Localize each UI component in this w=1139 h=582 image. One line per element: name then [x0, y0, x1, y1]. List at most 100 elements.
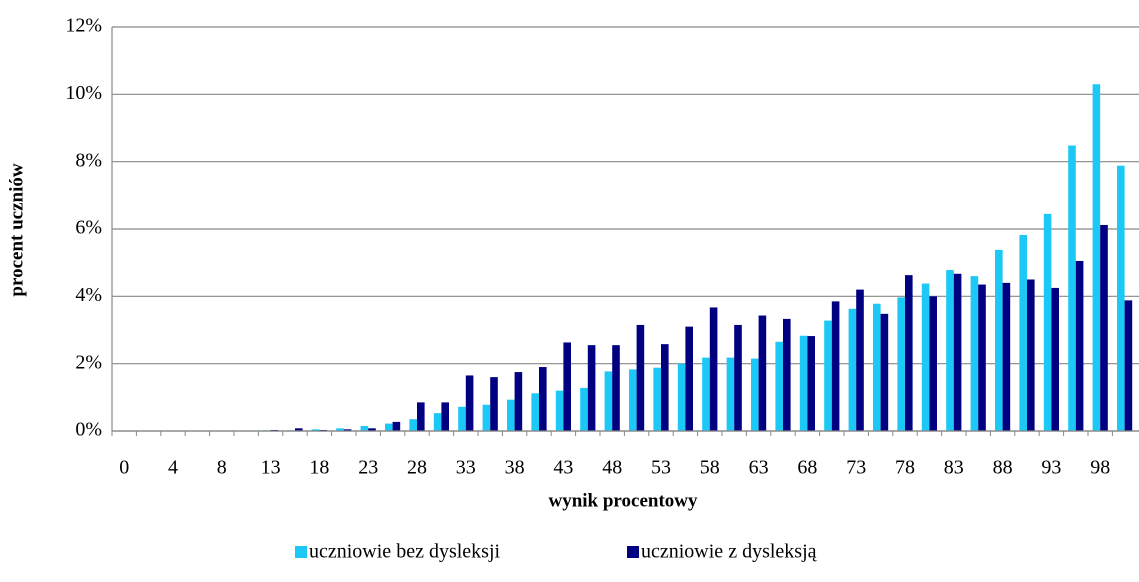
bar	[726, 357, 735, 431]
bar	[661, 344, 669, 431]
bar	[465, 375, 474, 431]
bar	[677, 363, 686, 431]
bar	[978, 284, 986, 431]
legend-label: uczniowie z dysleksją	[641, 541, 818, 563]
legend-swatch	[627, 546, 639, 558]
bar	[531, 393, 539, 431]
x-tick-label: 13	[261, 457, 281, 479]
y-tick-label: 12%	[65, 15, 102, 37]
x-tick-label: 0	[119, 457, 129, 479]
bar	[1027, 279, 1035, 431]
bar	[604, 371, 613, 431]
bar	[929, 296, 937, 431]
x-tick-label: 98	[1090, 457, 1110, 479]
bar	[831, 301, 840, 431]
bar	[921, 283, 930, 431]
bar	[392, 421, 401, 431]
bar	[636, 324, 645, 431]
bar	[490, 377, 498, 431]
y-tick-label: 6%	[75, 217, 102, 239]
bar	[612, 345, 620, 431]
bar	[368, 428, 376, 431]
bar	[799, 335, 808, 431]
bar	[709, 307, 718, 431]
bar	[1002, 282, 1011, 431]
y-tick-label: 2%	[75, 351, 102, 373]
x-tick-label: 18	[309, 457, 329, 479]
x-tick-label: 78	[895, 457, 915, 479]
y-tick-label: 4%	[75, 284, 102, 306]
x-tick-label: 38	[505, 457, 525, 479]
x-tick-label: 88	[993, 457, 1013, 479]
bar	[751, 358, 759, 431]
bar	[1019, 235, 1027, 431]
bar	[824, 320, 832, 431]
bar	[1043, 213, 1052, 431]
bar	[995, 249, 1003, 431]
x-tick-label: 68	[797, 457, 817, 479]
bar	[880, 313, 889, 431]
bar	[433, 413, 442, 431]
bar	[848, 308, 857, 431]
y-tick-label: 0%	[75, 419, 102, 441]
x-tick-label: 8	[217, 457, 227, 479]
x-tick-label: 43	[553, 457, 573, 479]
x-tick-label: 73	[846, 457, 866, 479]
bar	[507, 399, 515, 431]
bar	[311, 429, 320, 431]
bar	[905, 275, 913, 431]
bar	[702, 357, 710, 431]
bar	[441, 402, 449, 431]
bar	[1100, 224, 1108, 431]
bar	[807, 336, 815, 431]
x-tick-label: 28	[407, 457, 427, 479]
bar	[970, 276, 979, 431]
bar	[539, 367, 547, 431]
y-tick-label: 10%	[65, 82, 102, 104]
bar	[417, 402, 425, 431]
x-tick-label: 83	[944, 457, 964, 479]
bar	[873, 303, 881, 431]
bar	[563, 342, 571, 431]
x-axis-title: wynik procentowy	[548, 490, 698, 511]
bar	[482, 404, 491, 431]
bar	[1092, 84, 1101, 431]
bar	[1124, 300, 1133, 431]
x-tick-label: 4	[168, 457, 178, 479]
bar	[580, 387, 588, 431]
bar	[946, 270, 954, 431]
bar	[856, 289, 864, 431]
bar	[629, 369, 637, 431]
bar	[1075, 260, 1084, 431]
bar	[783, 318, 791, 431]
x-tick-label: 63	[749, 457, 769, 479]
x-tick-label: 23	[358, 457, 378, 479]
y-axis-title: procent uczniów	[6, 163, 27, 296]
bar	[685, 326, 693, 431]
legend-swatch	[295, 546, 307, 558]
bar	[953, 273, 962, 431]
legend-label: uczniowie bez dysleksji	[309, 541, 500, 563]
bar	[295, 428, 303, 431]
bar	[653, 367, 661, 431]
bar	[775, 341, 783, 431]
bar	[409, 419, 417, 431]
x-tick-label: 93	[1041, 457, 1061, 479]
bar	[385, 423, 393, 431]
x-tick-label: 58	[700, 457, 720, 479]
bar	[1051, 287, 1059, 431]
bar	[458, 406, 466, 431]
bar	[360, 425, 369, 431]
bar	[587, 345, 596, 431]
bar	[555, 390, 564, 431]
x-tick-label: 33	[456, 457, 476, 479]
bar	[758, 315, 767, 431]
x-tick-label: 53	[651, 457, 671, 479]
bar	[897, 297, 905, 431]
y-tick-label: 8%	[75, 149, 102, 171]
x-tick-label: 48	[602, 457, 622, 479]
bar	[514, 372, 523, 431]
bar	[734, 324, 742, 431]
bar	[336, 428, 344, 431]
